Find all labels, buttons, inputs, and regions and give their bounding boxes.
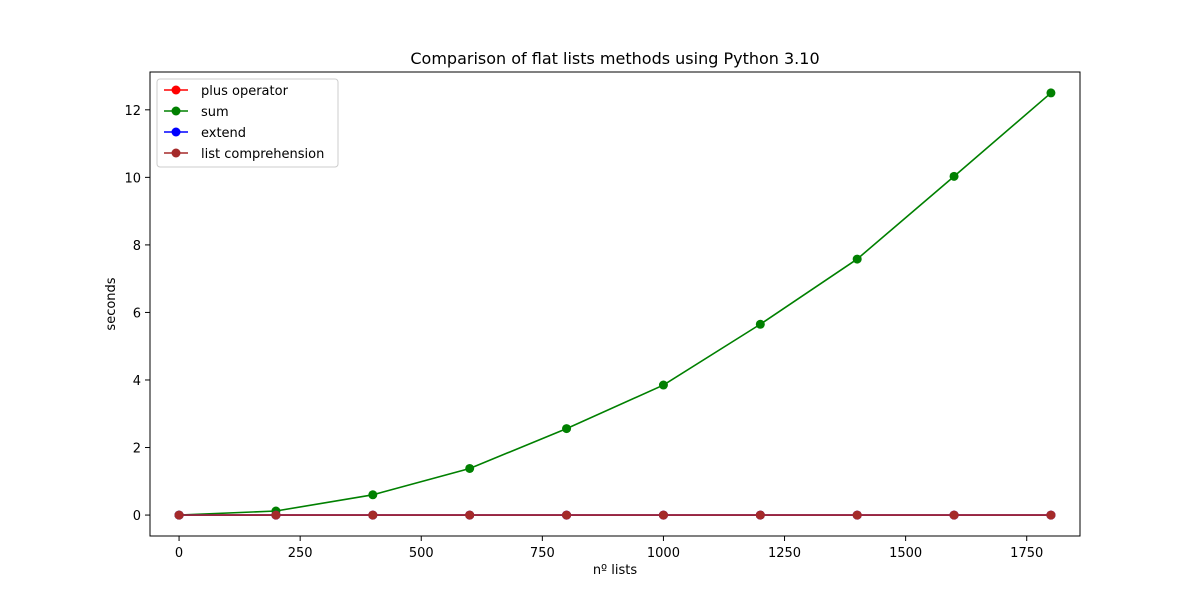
data-point	[562, 510, 572, 520]
x-tick-label: 0	[175, 546, 183, 561]
data-point	[755, 510, 765, 520]
y-tick-label: 12	[124, 104, 141, 119]
data-point	[174, 510, 184, 520]
legend-label: sum	[201, 105, 229, 120]
legend-label: list comprehension	[201, 147, 324, 162]
legend-marker	[171, 106, 181, 116]
data-point	[949, 171, 959, 181]
y-tick-label: 2	[133, 442, 141, 457]
y-axis-label: seconds	[104, 277, 119, 330]
series-line	[179, 92, 1052, 516]
legend-marker	[171, 85, 181, 95]
legend-marker	[171, 127, 181, 137]
axes-frame	[149, 71, 1081, 537]
legend-label: plus operator	[201, 84, 289, 99]
y-tick-label: 6	[133, 306, 141, 321]
x-tick-label: 1500	[889, 546, 922, 561]
legend-marker	[171, 148, 181, 158]
chart-title: Comparison of flat lists methods using P…	[410, 49, 819, 68]
y-axis-ticks: 0 2 4 6 8 10 12	[124, 104, 150, 524]
legend-label: extend	[201, 126, 246, 141]
x-tick-label: 1250	[768, 546, 801, 561]
y-tick-label: 4	[133, 374, 141, 389]
series-layer	[174, 88, 1056, 520]
data-point	[465, 510, 475, 520]
data-point	[852, 510, 862, 520]
series-list-comprehension	[174, 510, 1056, 520]
data-point	[562, 424, 572, 434]
data-point	[368, 510, 378, 520]
data-point	[658, 380, 668, 390]
x-tick-label: 1750	[1010, 546, 1043, 561]
data-point	[368, 490, 378, 500]
y-tick-label: 0	[133, 509, 141, 524]
legend-item: plus operator	[164, 84, 289, 99]
data-point	[949, 510, 959, 520]
data-point	[852, 254, 862, 264]
data-point	[755, 319, 765, 329]
x-tick-label: 750	[530, 546, 555, 561]
data-point	[1046, 510, 1056, 520]
legend-box	[156, 78, 339, 168]
data-point	[465, 463, 475, 473]
data-point	[1046, 88, 1056, 98]
y-tick-label: 8	[133, 239, 141, 254]
data-point	[658, 510, 668, 520]
data-point	[271, 510, 281, 520]
x-axis-ticks: 0 250 500 750 1000 1250 1500 1750	[175, 536, 1043, 561]
legend: plus operator sum extend list comprehension	[156, 78, 339, 168]
x-axis-label: nº lists	[593, 563, 638, 578]
x-tick-label: 250	[288, 546, 313, 561]
x-tick-label: 1000	[647, 546, 680, 561]
x-tick-label: 500	[409, 546, 434, 561]
y-tick-label: 10	[124, 171, 141, 186]
legend-item: sum	[164, 105, 229, 120]
legend-item: list comprehension	[164, 147, 324, 162]
legend-item: extend	[164, 126, 246, 141]
